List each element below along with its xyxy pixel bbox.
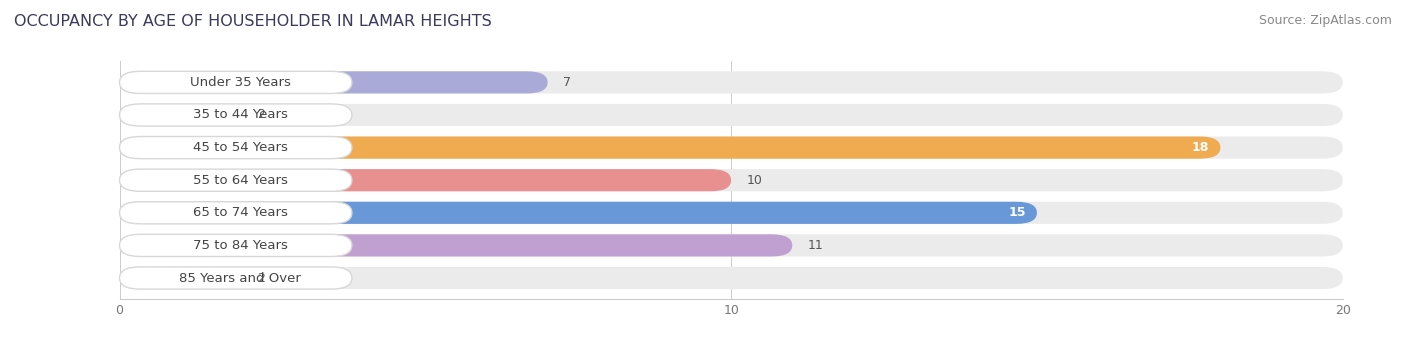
Text: 55 to 64 Years: 55 to 64 Years: [193, 174, 288, 187]
Text: 45 to 54 Years: 45 to 54 Years: [193, 141, 288, 154]
FancyBboxPatch shape: [120, 267, 352, 289]
FancyBboxPatch shape: [120, 202, 352, 224]
FancyBboxPatch shape: [120, 104, 242, 126]
FancyBboxPatch shape: [120, 137, 352, 159]
Text: Under 35 Years: Under 35 Years: [190, 76, 291, 89]
Text: 11: 11: [807, 239, 824, 252]
FancyBboxPatch shape: [120, 267, 242, 289]
FancyBboxPatch shape: [120, 202, 1038, 224]
Text: 7: 7: [562, 76, 571, 89]
Text: 85 Years and Over: 85 Years and Over: [180, 272, 301, 285]
FancyBboxPatch shape: [120, 104, 1343, 126]
Text: 18: 18: [1192, 141, 1209, 154]
FancyBboxPatch shape: [120, 234, 793, 256]
Text: 35 to 44 Years: 35 to 44 Years: [193, 108, 288, 121]
Text: 15: 15: [1008, 206, 1026, 219]
Text: 65 to 74 Years: 65 to 74 Years: [193, 206, 288, 219]
FancyBboxPatch shape: [120, 137, 1220, 159]
FancyBboxPatch shape: [120, 104, 352, 126]
FancyBboxPatch shape: [120, 234, 352, 256]
FancyBboxPatch shape: [120, 137, 1343, 159]
FancyBboxPatch shape: [120, 169, 352, 191]
FancyBboxPatch shape: [120, 71, 352, 94]
Text: 2: 2: [257, 108, 264, 121]
Text: OCCUPANCY BY AGE OF HOUSEHOLDER IN LAMAR HEIGHTS: OCCUPANCY BY AGE OF HOUSEHOLDER IN LAMAR…: [14, 14, 492, 29]
Text: 2: 2: [257, 272, 264, 285]
Text: Source: ZipAtlas.com: Source: ZipAtlas.com: [1258, 14, 1392, 27]
Text: 75 to 84 Years: 75 to 84 Years: [193, 239, 288, 252]
FancyBboxPatch shape: [120, 234, 1343, 256]
FancyBboxPatch shape: [120, 71, 1343, 94]
FancyBboxPatch shape: [120, 71, 548, 94]
FancyBboxPatch shape: [120, 267, 1343, 289]
Text: 10: 10: [747, 174, 762, 187]
FancyBboxPatch shape: [120, 202, 1343, 224]
FancyBboxPatch shape: [120, 169, 1343, 191]
FancyBboxPatch shape: [120, 169, 731, 191]
